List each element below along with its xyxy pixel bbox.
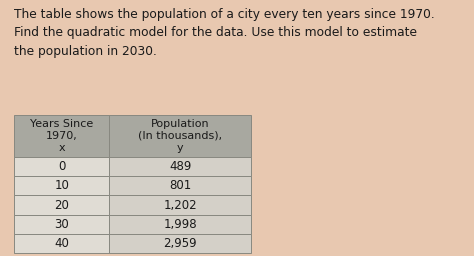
FancyBboxPatch shape bbox=[14, 157, 109, 176]
Text: 2,959: 2,959 bbox=[164, 237, 197, 250]
FancyBboxPatch shape bbox=[109, 195, 251, 215]
Text: 40: 40 bbox=[54, 237, 69, 250]
FancyBboxPatch shape bbox=[14, 115, 109, 157]
FancyBboxPatch shape bbox=[14, 234, 109, 253]
FancyBboxPatch shape bbox=[109, 115, 251, 157]
FancyBboxPatch shape bbox=[109, 157, 251, 176]
FancyBboxPatch shape bbox=[14, 176, 109, 195]
Text: 0: 0 bbox=[58, 160, 65, 173]
Text: 1,202: 1,202 bbox=[164, 199, 197, 211]
Text: 1,998: 1,998 bbox=[164, 218, 197, 231]
Text: The table shows the population of a city every ten years since 1970.
Find the qu: The table shows the population of a city… bbox=[14, 8, 435, 58]
Text: 30: 30 bbox=[54, 218, 69, 231]
Text: 489: 489 bbox=[169, 160, 191, 173]
FancyBboxPatch shape bbox=[14, 215, 109, 234]
FancyBboxPatch shape bbox=[109, 234, 251, 253]
Text: Population
(In thousands),
y: Population (In thousands), y bbox=[138, 119, 222, 153]
FancyBboxPatch shape bbox=[14, 195, 109, 215]
FancyBboxPatch shape bbox=[109, 215, 251, 234]
FancyBboxPatch shape bbox=[109, 176, 251, 195]
Text: 20: 20 bbox=[54, 199, 69, 211]
Text: Years Since
1970,
x: Years Since 1970, x bbox=[30, 119, 93, 153]
Text: 801: 801 bbox=[169, 179, 191, 192]
Text: 10: 10 bbox=[54, 179, 69, 192]
